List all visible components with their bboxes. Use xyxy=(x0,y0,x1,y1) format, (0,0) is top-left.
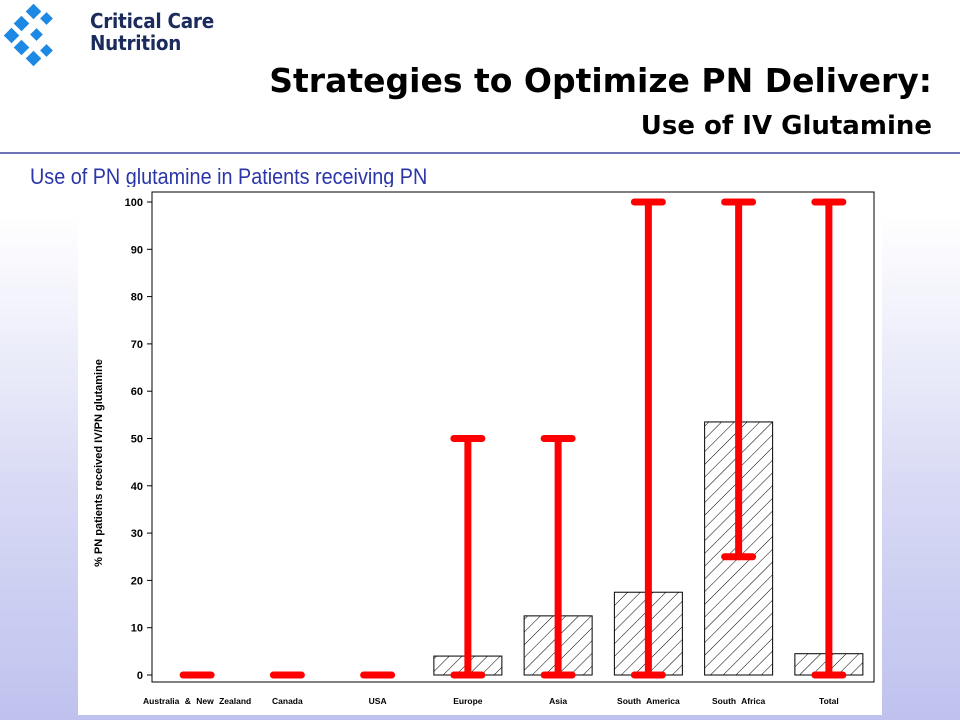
x-tick-label: USA xyxy=(369,696,387,706)
y-tick-label: 70 xyxy=(131,339,143,351)
chart-caption: Use of PN glutamine in Patients receivin… xyxy=(30,164,428,189)
y-tick-label: 30 xyxy=(131,528,143,540)
x-tick-label: Europe xyxy=(453,696,483,706)
error-bars-group xyxy=(179,198,847,679)
y-axis-label: % PN patients received IV/PN glutamine xyxy=(93,359,105,567)
x-tick-label: Australia & New Zealand xyxy=(143,696,251,706)
logo-line2: Nutrition xyxy=(90,31,182,55)
y-tick-label: 80 xyxy=(131,292,143,304)
x-tick-label: South Africa xyxy=(712,696,765,706)
y-tick-label: 50 xyxy=(131,434,143,446)
y-tick-label: 60 xyxy=(131,386,143,398)
x-tick-label: Total xyxy=(819,696,839,706)
y-tick-label: 100 xyxy=(125,197,143,209)
logo-icon xyxy=(3,3,84,67)
x-axis: Australia & New Zealand Canada USA Europe As… xyxy=(143,696,839,706)
x-tick-label: Canada xyxy=(272,696,303,706)
y-tick-label: 0 xyxy=(137,670,143,682)
plot-frame xyxy=(151,191,875,683)
bar-chart: 0 10 20 30 40 50 60 70 80 90 100 % PN patients rec… xyxy=(93,191,875,706)
slide-subtitle: Use of IV Glutamine xyxy=(640,111,932,141)
y-tick-label: 40 xyxy=(131,481,143,493)
logo-line1: Critical Care xyxy=(90,9,214,33)
chart-panel: 0 10 20 30 40 50 60 70 80 90 100 % PN patients rec… xyxy=(78,187,882,715)
y-tick-label: 10 xyxy=(131,623,143,635)
y-tick-label: 20 xyxy=(131,575,143,587)
y-axis: 0 10 20 30 40 50 60 70 80 90 100 xyxy=(125,197,152,682)
title-divider xyxy=(0,152,960,154)
logo-text: Critical Care Nutrition xyxy=(90,10,214,54)
x-tick-label: South America xyxy=(617,696,680,706)
slide-title: Strategies to Optimize PN Delivery: xyxy=(269,61,932,100)
y-tick-label: 90 xyxy=(131,244,143,256)
x-tick-label: Asia xyxy=(549,696,567,706)
